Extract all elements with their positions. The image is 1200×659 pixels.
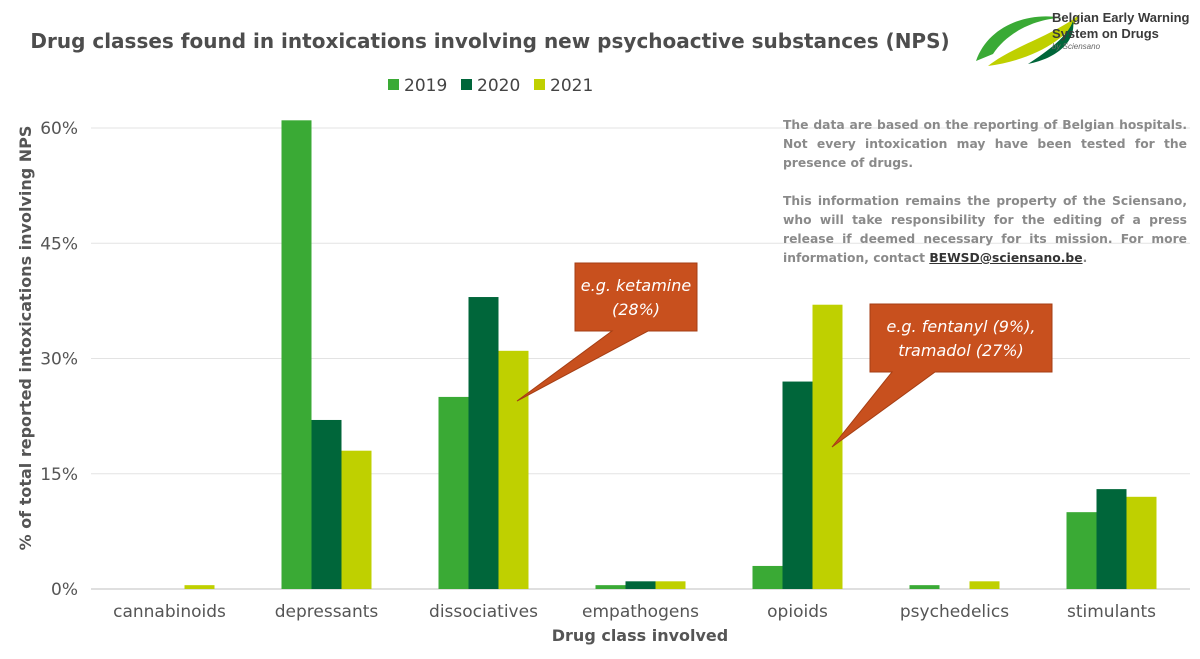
x-tick-label: dissociatives xyxy=(429,602,538,622)
bar-dissociatives-2020 xyxy=(468,297,499,589)
bar-stimulants-2019 xyxy=(1066,512,1097,589)
x-tick-label: stimulants xyxy=(1067,602,1156,622)
legend-swatch-2020 xyxy=(461,79,472,90)
bar-dissociatives-2021 xyxy=(498,350,529,589)
bar-psychedelics-2019 xyxy=(909,585,940,589)
x-tick-label: cannabinoids xyxy=(113,602,226,622)
logo-line-1: Belgian Early Warning xyxy=(1052,10,1190,25)
gridlines xyxy=(91,127,1190,590)
note-paragraph-2: This information remains the property of… xyxy=(783,192,1187,268)
bar-cannabinoids-2021 xyxy=(184,585,215,589)
bars xyxy=(184,120,1157,590)
bar-depressants-2019 xyxy=(281,120,312,590)
y-tick-label: 60% xyxy=(40,119,78,139)
x-axis-ticks: cannabinoids depressants dissociatives empa… xyxy=(113,602,1156,622)
disclaimer-note: The data are based on the reporting of B… xyxy=(783,116,1187,287)
x-axis-title: Drug class involved xyxy=(552,626,728,645)
logo-by: by Sciensano xyxy=(1052,42,1101,51)
y-axis-title: % of total reported intoxications involv… xyxy=(16,126,35,551)
bar-depressants-2020 xyxy=(311,419,342,589)
bar-empathogens-2021 xyxy=(655,581,686,589)
legend-label-2019: 2019 xyxy=(404,76,447,96)
callout-text-dissociatives: (28%) xyxy=(612,300,660,319)
bar-opioids-2019 xyxy=(752,565,783,589)
note-paragraph-2-text: This information remains the property of… xyxy=(783,194,1187,265)
bar-stimulants-2020 xyxy=(1096,489,1127,589)
callout-text-dissociatives: e.g. ketamine xyxy=(581,276,692,295)
bar-stimulants-2021 xyxy=(1126,496,1157,589)
bar-depressants-2021 xyxy=(341,450,372,589)
y-tick-label: 45% xyxy=(40,234,78,254)
bar-opioids-2020 xyxy=(782,381,813,589)
y-tick-label: 15% xyxy=(40,465,78,485)
callout-dissociatives xyxy=(516,262,698,402)
x-tick-label: opioids xyxy=(767,602,828,622)
callout-text-opioids: tramadol (27%) xyxy=(898,341,1024,360)
bar-opioids-2021 xyxy=(812,304,843,589)
legend-label-2021: 2021 xyxy=(550,76,593,96)
legend-swatch-2021 xyxy=(534,79,545,90)
logo-line-2: System on Drugs xyxy=(1052,26,1159,41)
bar-dissociatives-2019 xyxy=(438,396,469,589)
callout-text-opioids: e.g. fentanyl (9%), xyxy=(886,317,1035,336)
legend: 2019 2020 2021 xyxy=(388,76,593,96)
x-tick-label: empathogens xyxy=(582,602,699,622)
x-tick-label: psychedelics xyxy=(900,602,1009,622)
bewsd-logo-icon xyxy=(976,14,1080,66)
legend-label-2020: 2020 xyxy=(477,76,520,96)
note-paragraph-1: The data are based on the reporting of B… xyxy=(783,118,1187,170)
callout-opioids xyxy=(831,303,1053,448)
callouts: e.g. ketamine (28%) e.g. fentanyl (9%), tra… xyxy=(516,262,1053,448)
y-tick-label: 30% xyxy=(40,350,78,370)
logo-text: Belgian Early Warning System on Drugs by… xyxy=(1052,10,1197,52)
chart-title: Drug classes found in intoxications invo… xyxy=(30,29,949,53)
contact-email-link[interactable]: BEWSD@sciensano.be xyxy=(929,251,1083,265)
bar-empathogens-2020 xyxy=(625,581,656,589)
legend-swatch-2019 xyxy=(388,79,399,90)
bar-empathogens-2019 xyxy=(595,585,626,589)
note-end: . xyxy=(1082,251,1088,265)
y-axis-ticks: 0% 15% 30% 45% 60% xyxy=(40,119,78,600)
y-tick-label: 0% xyxy=(51,580,78,600)
x-tick-label: depressants xyxy=(275,602,379,622)
bar-psychedelics-2021 xyxy=(969,581,1000,589)
